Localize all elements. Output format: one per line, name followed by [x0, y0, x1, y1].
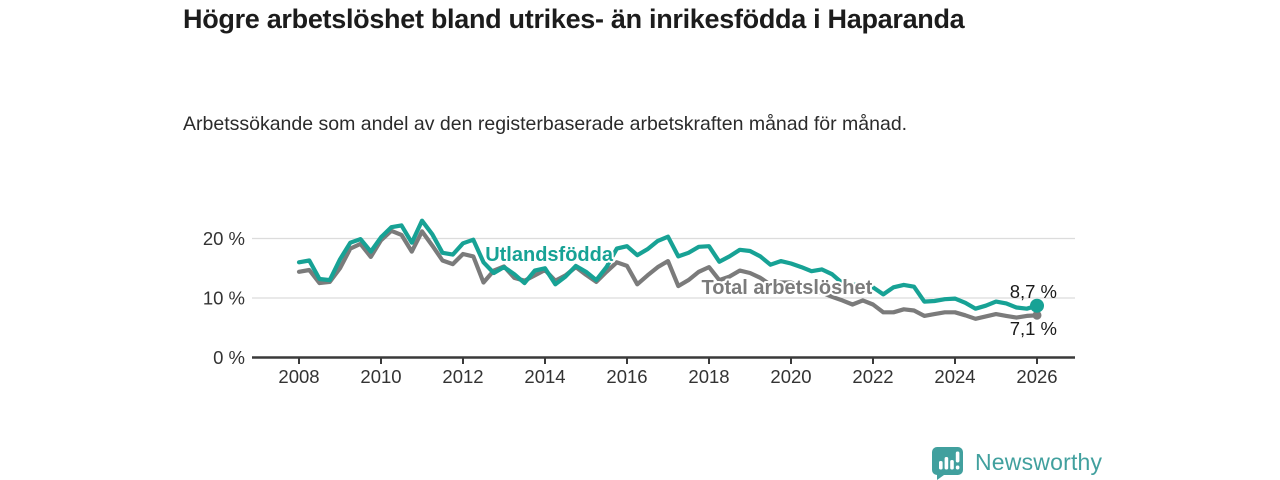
y-tick-label: 20 % — [203, 228, 245, 249]
series-end-dot — [1032, 310, 1042, 320]
series-end-dot — [1030, 298, 1044, 313]
chart-title: Högre arbetslöshet bland utrikes- än inr… — [183, 4, 965, 34]
series-label-utlandsf-dda: Utlandsfödda — [485, 244, 614, 266]
x-tick-label: 2022 — [852, 366, 893, 387]
chart-subtitle: Arbetssökande som andel av den registerb… — [183, 113, 908, 135]
end-value-label-utlandsfodda: 8,7 % — [1010, 281, 1057, 302]
x-tick-label: 2018 — [688, 366, 729, 387]
x-tick-label: 2024 — [934, 366, 975, 387]
end-value-label-total: 7,1 % — [1010, 318, 1057, 339]
x-tick-label: 2010 — [360, 366, 401, 387]
series-label-total-arbetsl-shet: Total arbetslöshet — [702, 277, 873, 299]
newsworthy-logo: Newsworthy — [930, 444, 1102, 480]
x-tick-label: 2008 — [278, 366, 319, 387]
y-tick-label: 10 % — [203, 288, 245, 309]
x-tick-label: 2014 — [524, 366, 565, 387]
x-tick-label: 2026 — [1016, 366, 1057, 387]
x-tick-label: 2012 — [442, 366, 483, 387]
newsworthy-wordmark: Newsworthy — [975, 448, 1103, 475]
series-line-total-arbetsl-shet — [296, 228, 1040, 321]
y-tick-label: 0 % — [213, 347, 245, 368]
series-line-utlandsf-dda — [296, 218, 1040, 311]
x-tick-label: 2016 — [606, 366, 647, 387]
newsworthy-bubble-chart-icon — [932, 447, 963, 480]
x-tick-label: 2020 — [770, 366, 811, 387]
